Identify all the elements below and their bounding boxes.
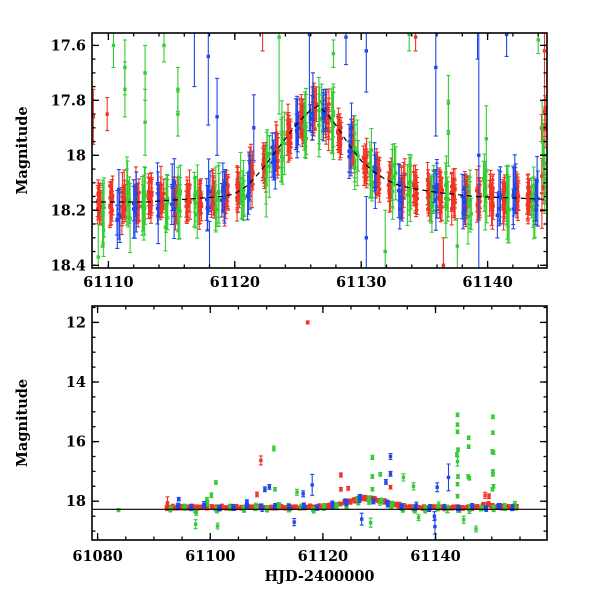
x-tick-label: 61110 xyxy=(83,274,133,291)
y-tick-label: 17.6 xyxy=(51,37,86,54)
x-tick-label: 61130 xyxy=(336,274,386,291)
green-series xyxy=(96,33,547,268)
top-ticks xyxy=(92,33,547,268)
y-tick-label: 17.8 xyxy=(51,92,86,109)
top-model-line xyxy=(92,105,547,203)
bottom-ticks xyxy=(92,306,547,540)
bottom-panel: 61080 61100 61120 61140 12 14 16 18 Magnitude HJD… xyxy=(14,305,548,585)
bottom-x-axis-title: HJD-2400000 xyxy=(264,568,374,585)
x-tick-label: 61140 xyxy=(462,274,512,291)
top-frame xyxy=(91,32,548,269)
y-tick-label: 16 xyxy=(66,434,86,451)
x-tick-label: 61100 xyxy=(185,548,235,565)
y-tick-label: 18 xyxy=(66,147,86,164)
blue-series xyxy=(115,33,540,268)
bottom-data-area xyxy=(92,320,547,535)
top-panel: 61110 61120 61130 61140 17.6 17.8 18 18.2 18.4 Ma… xyxy=(14,32,548,291)
bottom-y-axis-title: Magnitude xyxy=(14,379,31,467)
x-tick-label: 61120 xyxy=(298,548,348,565)
top-y-axis-title: Magnitude xyxy=(14,106,31,194)
bottom-frame xyxy=(91,305,548,541)
top-tick-labels: 61110 61120 61130 61140 17.6 17.8 18 18.2 18.4 xyxy=(51,37,513,291)
y-tick-label: 12 xyxy=(66,314,86,331)
x-tick-label: 61080 xyxy=(72,548,122,565)
bottom-tick-labels: 61080 61100 61120 61140 12 14 16 18 xyxy=(66,314,461,565)
y-tick-label: 14 xyxy=(66,374,86,391)
top-data-area xyxy=(92,33,547,268)
x-tick-label: 61140 xyxy=(410,548,460,565)
x-tick-label: 61120 xyxy=(210,274,260,291)
y-tick-label: 18.4 xyxy=(51,257,86,274)
y-tick-label: 18.2 xyxy=(51,202,86,219)
y-tick-label: 18 xyxy=(66,493,86,510)
